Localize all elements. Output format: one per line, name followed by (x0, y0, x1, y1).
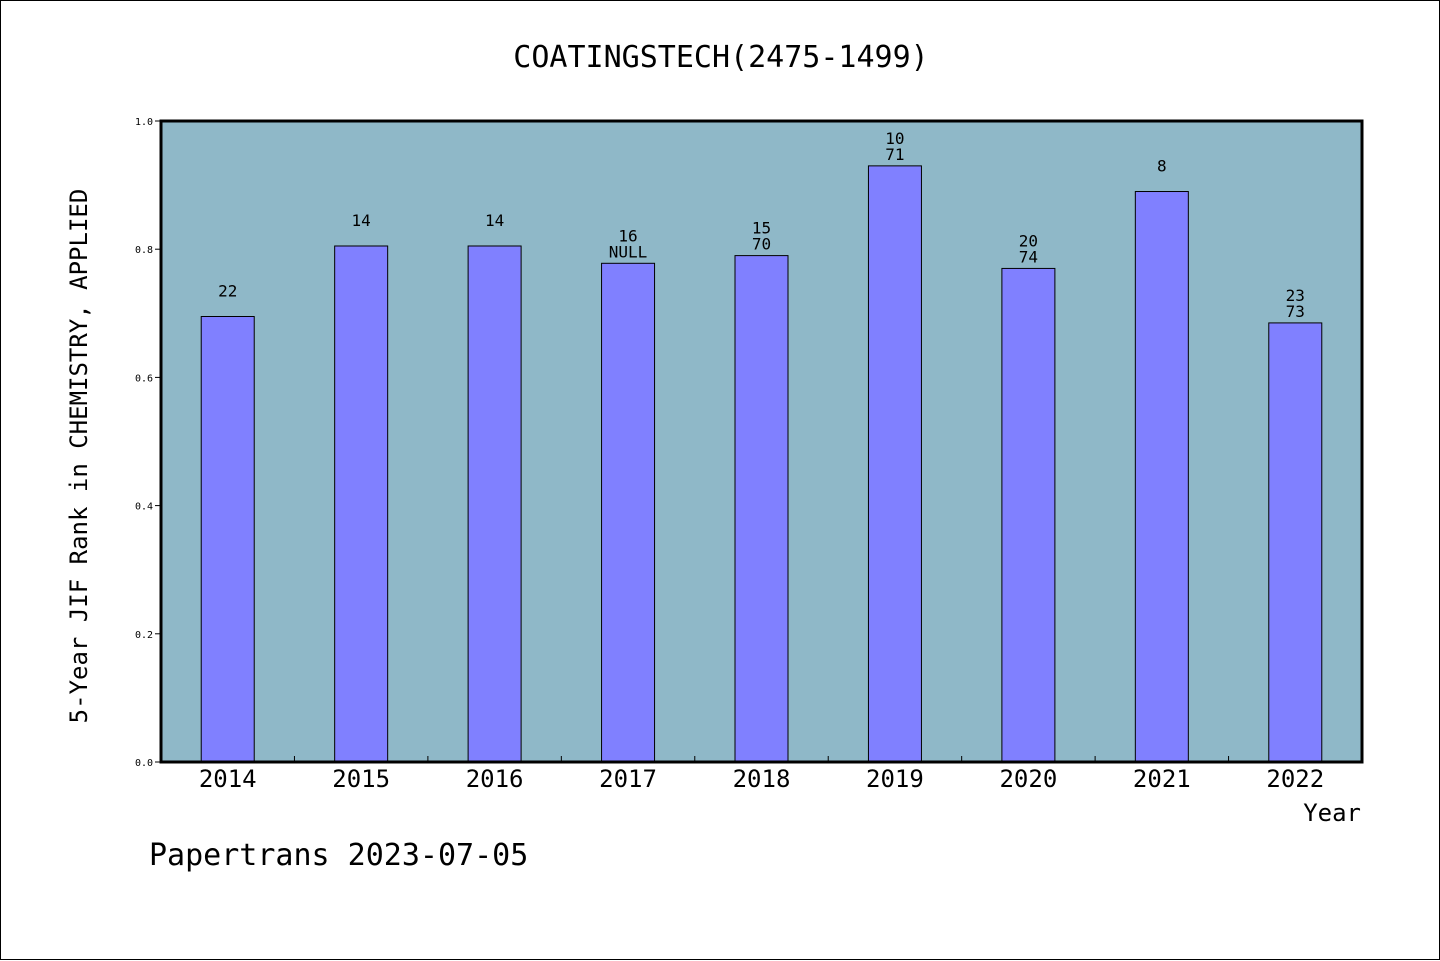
y-tick-label: 0.0 (135, 758, 153, 769)
x-tick-label: 2021 (1133, 765, 1191, 793)
bar-2017 (601, 262, 656, 763)
bar-label-bottom: 70 (752, 235, 771, 254)
bar-label-bottom: 71 (885, 145, 904, 164)
bar-2018 (734, 255, 789, 763)
x-axis: 2014 2015 2016 2017 2018 2019 2020 2021 2022 (199, 756, 1324, 793)
x-axis-label: Year (1303, 799, 1361, 827)
bar-label-top: 16 (618, 226, 637, 245)
y-axis: 0.0 0.2 0.4 0.6 0.8 1.0 (135, 117, 161, 769)
bar-label-bottom: 73 (1286, 302, 1305, 321)
bar-label-top: 23 (1286, 286, 1305, 305)
y-axis-label: 5-Year JIF Rank in CHEMISTRY, APPLIED (65, 189, 93, 724)
bar-label-bottom: NULL (609, 242, 648, 261)
chart-title: COATINGSTECH(2475-1499) (513, 40, 928, 75)
y-tick-label: 1.0 (135, 117, 153, 128)
bar-label-top: 22 (218, 282, 237, 301)
x-tick-label: 2014 (199, 765, 257, 793)
bar-label-top: 14 (485, 211, 504, 230)
bar-label-bottom: 74 (1019, 247, 1038, 266)
bar-2014 (200, 316, 255, 763)
plot-border (159, 119, 1364, 764)
y-tick-label: 0.4 (135, 502, 153, 513)
bar-2019 (867, 165, 922, 763)
bar-2020 (1001, 267, 1056, 763)
bar-label-top: 14 (352, 211, 371, 230)
x-tick-label: 2017 (599, 765, 657, 793)
x-tick-label: 2019 (866, 765, 924, 793)
bar-label-top: 8 (1157, 157, 1167, 176)
bar-2022 (1268, 322, 1323, 763)
y-tick-label: 0.2 (135, 630, 153, 641)
bar-label-top: 20 (1019, 231, 1038, 250)
x-tick-label: 2018 (733, 765, 791, 793)
y-tick-label: 0.8 (135, 245, 153, 256)
x-tick-label: 2022 (1266, 765, 1324, 793)
footer-text: Papertrans 2023-07-05 (149, 838, 528, 873)
bar-2016 (467, 245, 522, 763)
x-tick-label: 2015 (332, 765, 390, 793)
bar-label-top: 10 (885, 129, 904, 148)
x-tick-label: 2020 (999, 765, 1057, 793)
bar-2021 (1134, 191, 1189, 763)
x-tick-label: 2016 (466, 765, 524, 793)
bar-2015 (334, 245, 389, 763)
bar-label-top: 15 (752, 219, 771, 238)
y-tick-label: 0.6 (135, 373, 153, 384)
